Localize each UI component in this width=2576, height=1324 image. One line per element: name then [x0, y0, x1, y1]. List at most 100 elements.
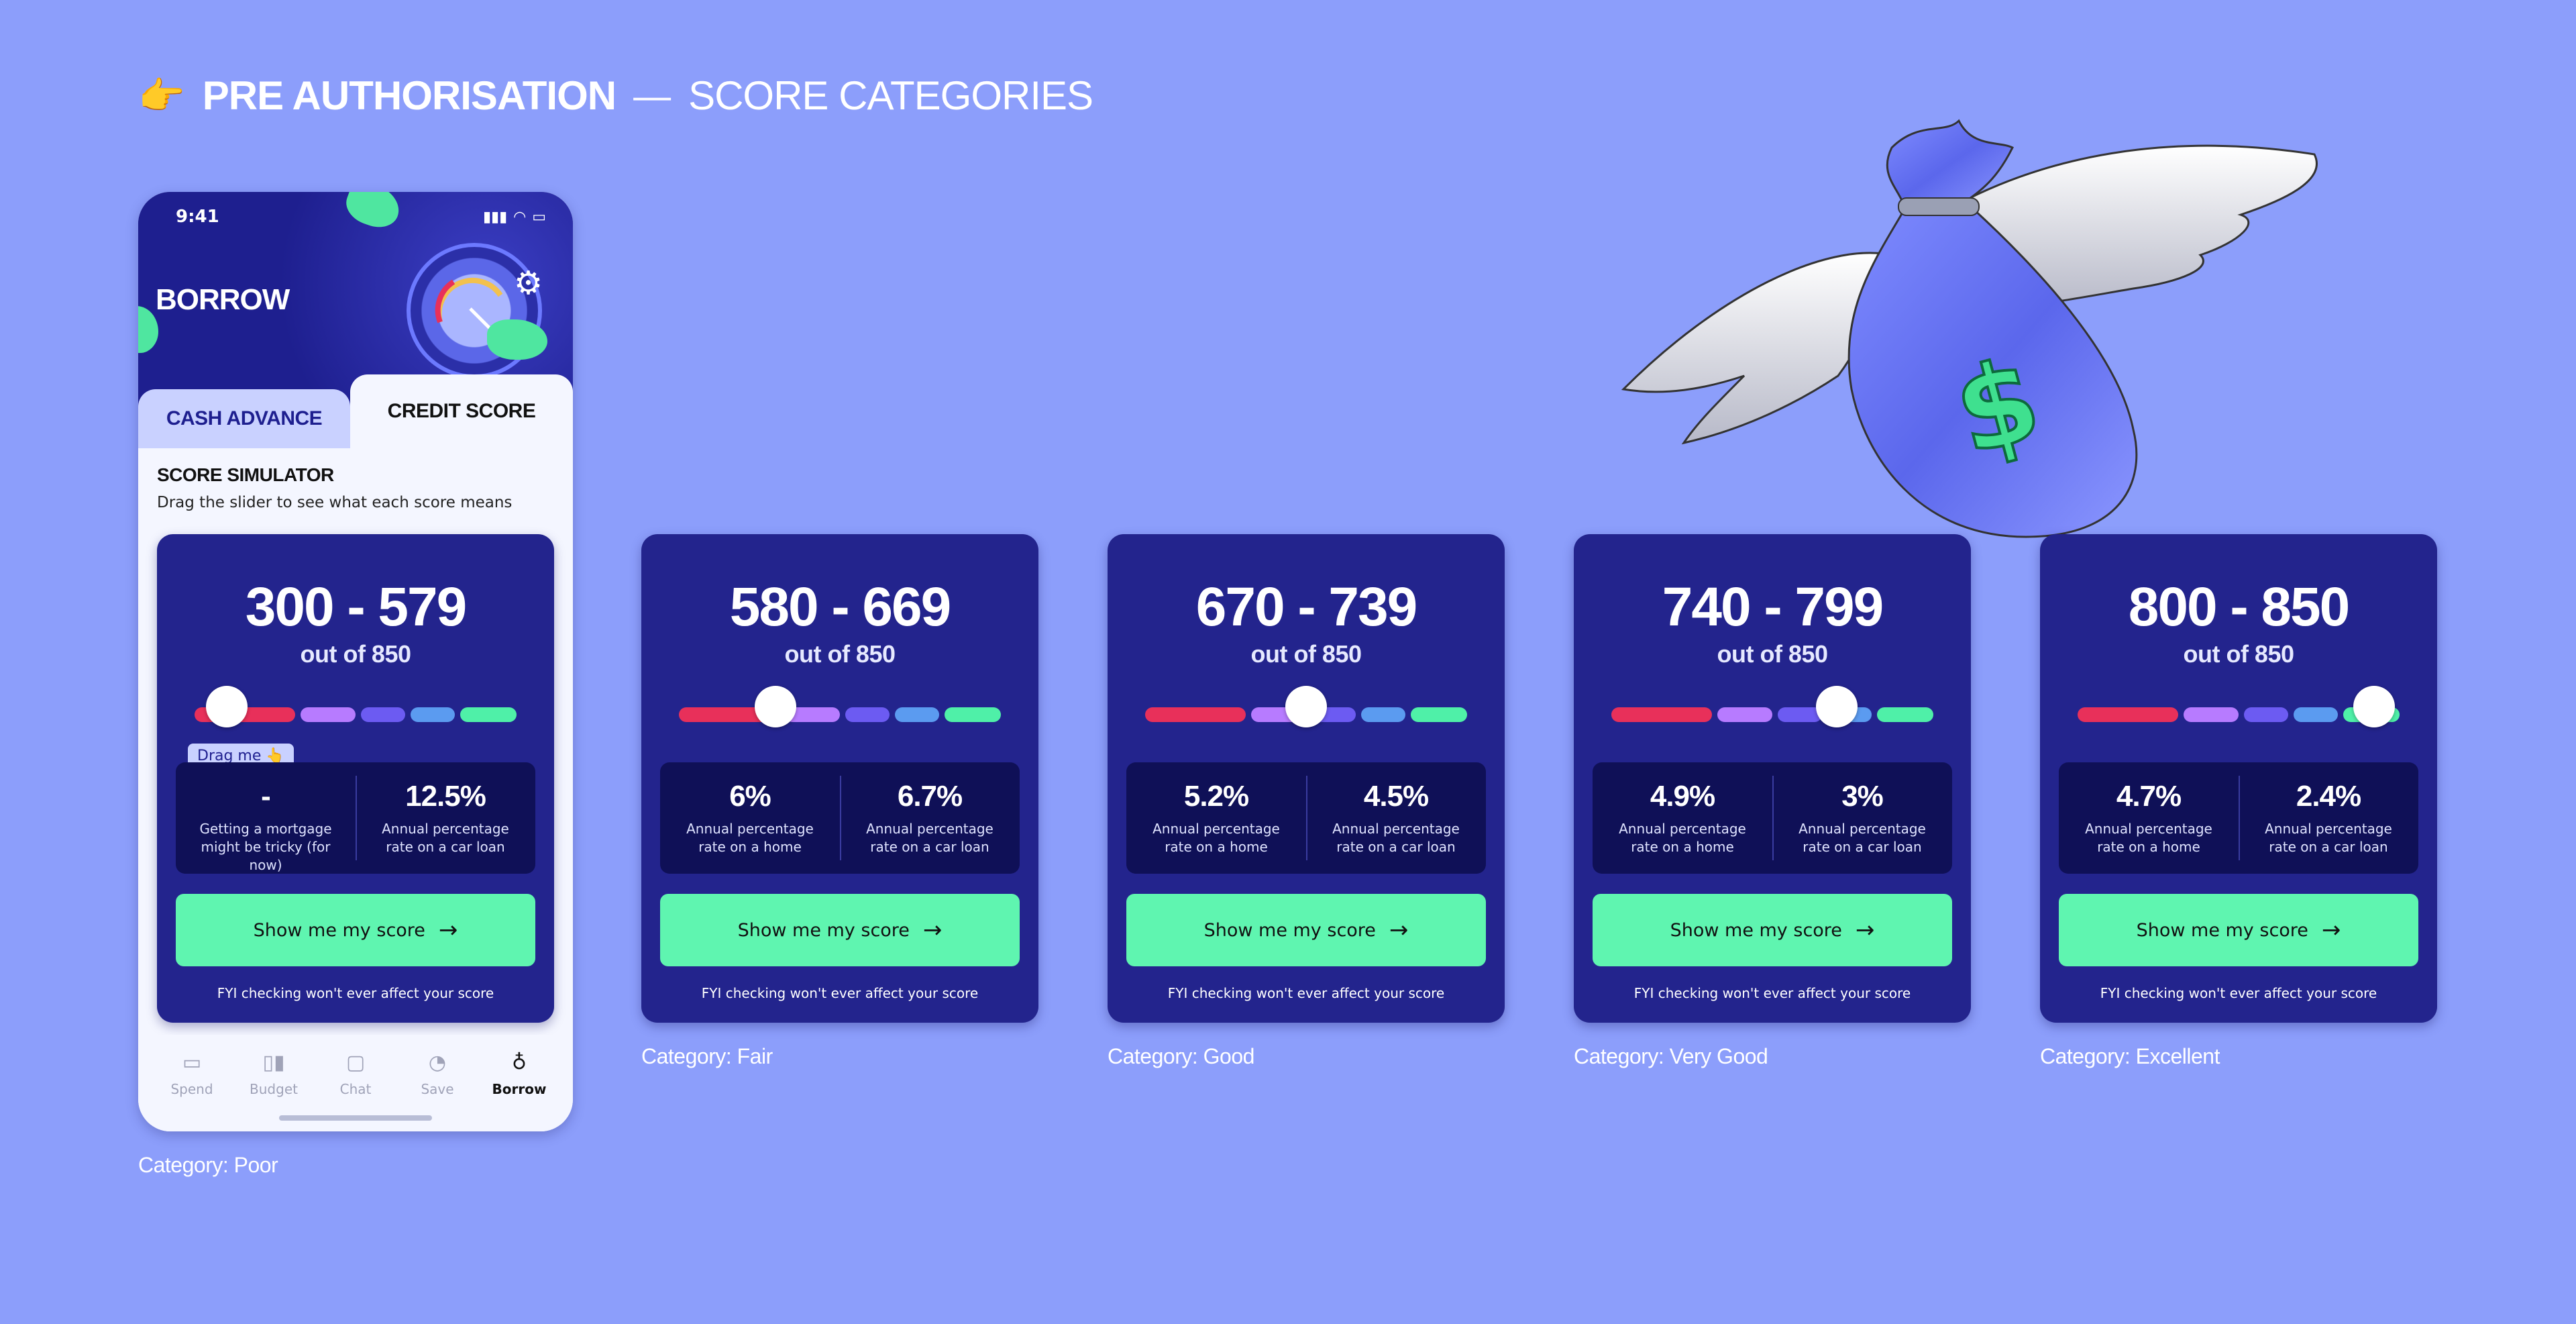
score-range: 580 - 669: [729, 576, 952, 638]
header-subtitle: SCORE CATEGORIES: [688, 73, 1093, 118]
show-score-button[interactable]: Show me my score →: [176, 894, 535, 966]
stat-value: 4.5%: [1363, 780, 1429, 813]
score-card-excellent: 800 - 850 out of 850 4.7% Annual percentage…: [2040, 534, 2437, 1023]
car-rate-stat: 6.7% Annual percentage rate on a car loan: [840, 762, 1020, 874]
cta-label: Show me my score: [1203, 919, 1376, 941]
slider-segment: [361, 707, 405, 722]
header-dash: —: [633, 74, 672, 117]
status-time: 9:41: [176, 207, 219, 227]
nav-chat[interactable]: ▢ Chat: [315, 1051, 396, 1097]
stat-description: Annual percentage rate on a car loan: [1332, 821, 1460, 855]
out-of-label: out of 850: [2183, 640, 2294, 668]
slider-segment: [2184, 707, 2239, 722]
home-rate-stat: 4.9% Annual percentage rate on a home: [1593, 762, 1772, 874]
phone-mockup: 9:41 ▮▮▮ ◠ ▭ BORROW ⚙ CASH ADVANCE CREDI…: [138, 192, 573, 1131]
stat-description: Annual percentage rate on a home: [1619, 821, 1746, 855]
tab-credit-score[interactable]: CREDIT SCORE: [350, 374, 573, 448]
piggy-icon: ◔: [428, 1051, 447, 1074]
score-range: 740 - 799: [1662, 576, 1884, 638]
slider-segment: [2244, 707, 2288, 722]
slider-segment: [1717, 707, 1772, 722]
stat-description: Annual percentage rate on a car loan: [382, 821, 509, 855]
car-rate-stat: 3% Annual percentage rate on a car loan: [1772, 762, 1952, 874]
slider-segment: [1611, 707, 1712, 722]
status-bar: 9:41 ▮▮▮ ◠ ▭: [176, 207, 546, 227]
nav-label: Borrow: [492, 1081, 547, 1097]
stat-value: 6%: [729, 780, 771, 813]
slider-knob[interactable]: [755, 686, 796, 727]
show-score-button[interactable]: Show me my score →: [1126, 894, 1486, 966]
stat-value: -: [261, 780, 271, 813]
stat-description: Getting a mortgage might be tricky (for …: [199, 821, 332, 873]
stat-value: 6.7%: [897, 780, 963, 813]
stat-divider: [840, 776, 841, 860]
score-card-poor: 300 - 579 out of 850 Drag me 👆 - Getting a m…: [157, 534, 554, 1023]
show-score-button[interactable]: Show me my score →: [2059, 894, 2418, 966]
slider-segment: [2294, 707, 2338, 722]
cta-label: Show me my score: [253, 919, 425, 941]
stat-divider: [2239, 776, 2240, 860]
stat-value: 3%: [1841, 780, 1884, 813]
stat-description: Annual percentage rate on a car loan: [1799, 821, 1926, 855]
score-card-good: 670 - 739 out of 850 5.2% Annual percentage…: [1108, 534, 1505, 1023]
slider-knob[interactable]: [1285, 686, 1327, 727]
stat-description: Annual percentage rate on a home: [686, 821, 814, 855]
show-score-button[interactable]: Show me my score →: [1593, 894, 1952, 966]
slider-knob[interactable]: [2353, 686, 2395, 727]
slider-segment: [2078, 707, 2178, 722]
slider-segment: [460, 707, 517, 722]
stat-divider: [1772, 776, 1774, 860]
stat-description: Annual percentage rate on a home: [2085, 821, 2212, 855]
moneybag-icon: ♁: [512, 1051, 527, 1074]
slider-segment: [679, 707, 780, 722]
simulator-title: SCORE SIMULATOR: [157, 464, 334, 485]
moneybag-wings-illustration: $: [1621, 119, 2318, 538]
header-title: PRE AUTHORISATION: [202, 73, 616, 118]
score-slider[interactable]: [1611, 686, 1933, 727]
arrow-right-icon: →: [1855, 917, 1875, 944]
score-slider[interactable]: [195, 686, 517, 727]
cta-label: Show me my score: [1670, 919, 1842, 941]
rate-stats: 4.9% Annual percentage rate on a home 3% An…: [1593, 762, 1952, 874]
nav-spend[interactable]: ▭ Spend: [152, 1051, 232, 1097]
stat-value: 2.4%: [2296, 780, 2361, 813]
category-label-poor: Category: Poor: [138, 1153, 278, 1177]
gear-icon[interactable]: ⚙: [514, 264, 543, 302]
category-label-good: Category: Good: [1108, 1044, 1254, 1068]
slider-knob[interactable]: [206, 686, 248, 727]
arrow-right-icon: →: [922, 917, 943, 944]
stat-divider: [356, 776, 357, 860]
nav-borrow[interactable]: ♁ Borrow: [479, 1051, 559, 1097]
slider-segment: [1877, 707, 1933, 722]
home-rate-stat: 6% Annual percentage rate on a home: [660, 762, 840, 874]
slider-segment: [1361, 707, 1405, 722]
score-slider[interactable]: [2078, 686, 2400, 727]
slider-segment: [1145, 707, 1246, 722]
slider-knob[interactable]: [1816, 686, 1858, 727]
arrow-right-icon: →: [2321, 917, 2341, 944]
score-range: 670 - 739: [1195, 576, 1418, 638]
rate-stats: 4.7% Annual percentage rate on a home 2.4%…: [2059, 762, 2418, 874]
tab-cash-advance[interactable]: CASH ADVANCE: [138, 389, 350, 448]
show-score-button[interactable]: Show me my score →: [660, 894, 1020, 966]
category-label-excellent: Category: Excellent: [2040, 1044, 2220, 1068]
nav-save[interactable]: ◔ Save: [397, 1051, 478, 1097]
slider-segment: [895, 707, 939, 722]
stat-description: Annual percentage rate on a car loan: [2265, 821, 2392, 855]
out-of-label: out of 850: [1250, 640, 1362, 668]
nav-label: Budget: [250, 1081, 298, 1097]
slider-segment: [411, 707, 455, 722]
slider-segment: [1778, 707, 1822, 722]
borrow-tabs: CASH ADVANCE CREDIT SCORE: [138, 374, 573, 448]
pointing-hand-icon: 👉: [138, 74, 185, 117]
rate-stats: - Getting a mortgage might be tricky (for…: [176, 762, 535, 874]
rate-stats: 6% Annual percentage rate on a home 6.7% An…: [660, 762, 1020, 874]
score-slider[interactable]: [1145, 686, 1467, 727]
cta-label: Show me my score: [737, 919, 910, 941]
nav-budget[interactable]: ▯▮ Budget: [233, 1051, 314, 1097]
fyi-note: FYI checking won't ever affect your scor…: [701, 985, 979, 1001]
home-rate-stat: 4.7% Annual percentage rate on a home: [2059, 762, 2239, 874]
stat-value: 4.9%: [1650, 780, 1715, 813]
score-slider[interactable]: [679, 686, 1001, 727]
stat-value: 4.7%: [2116, 780, 2182, 813]
